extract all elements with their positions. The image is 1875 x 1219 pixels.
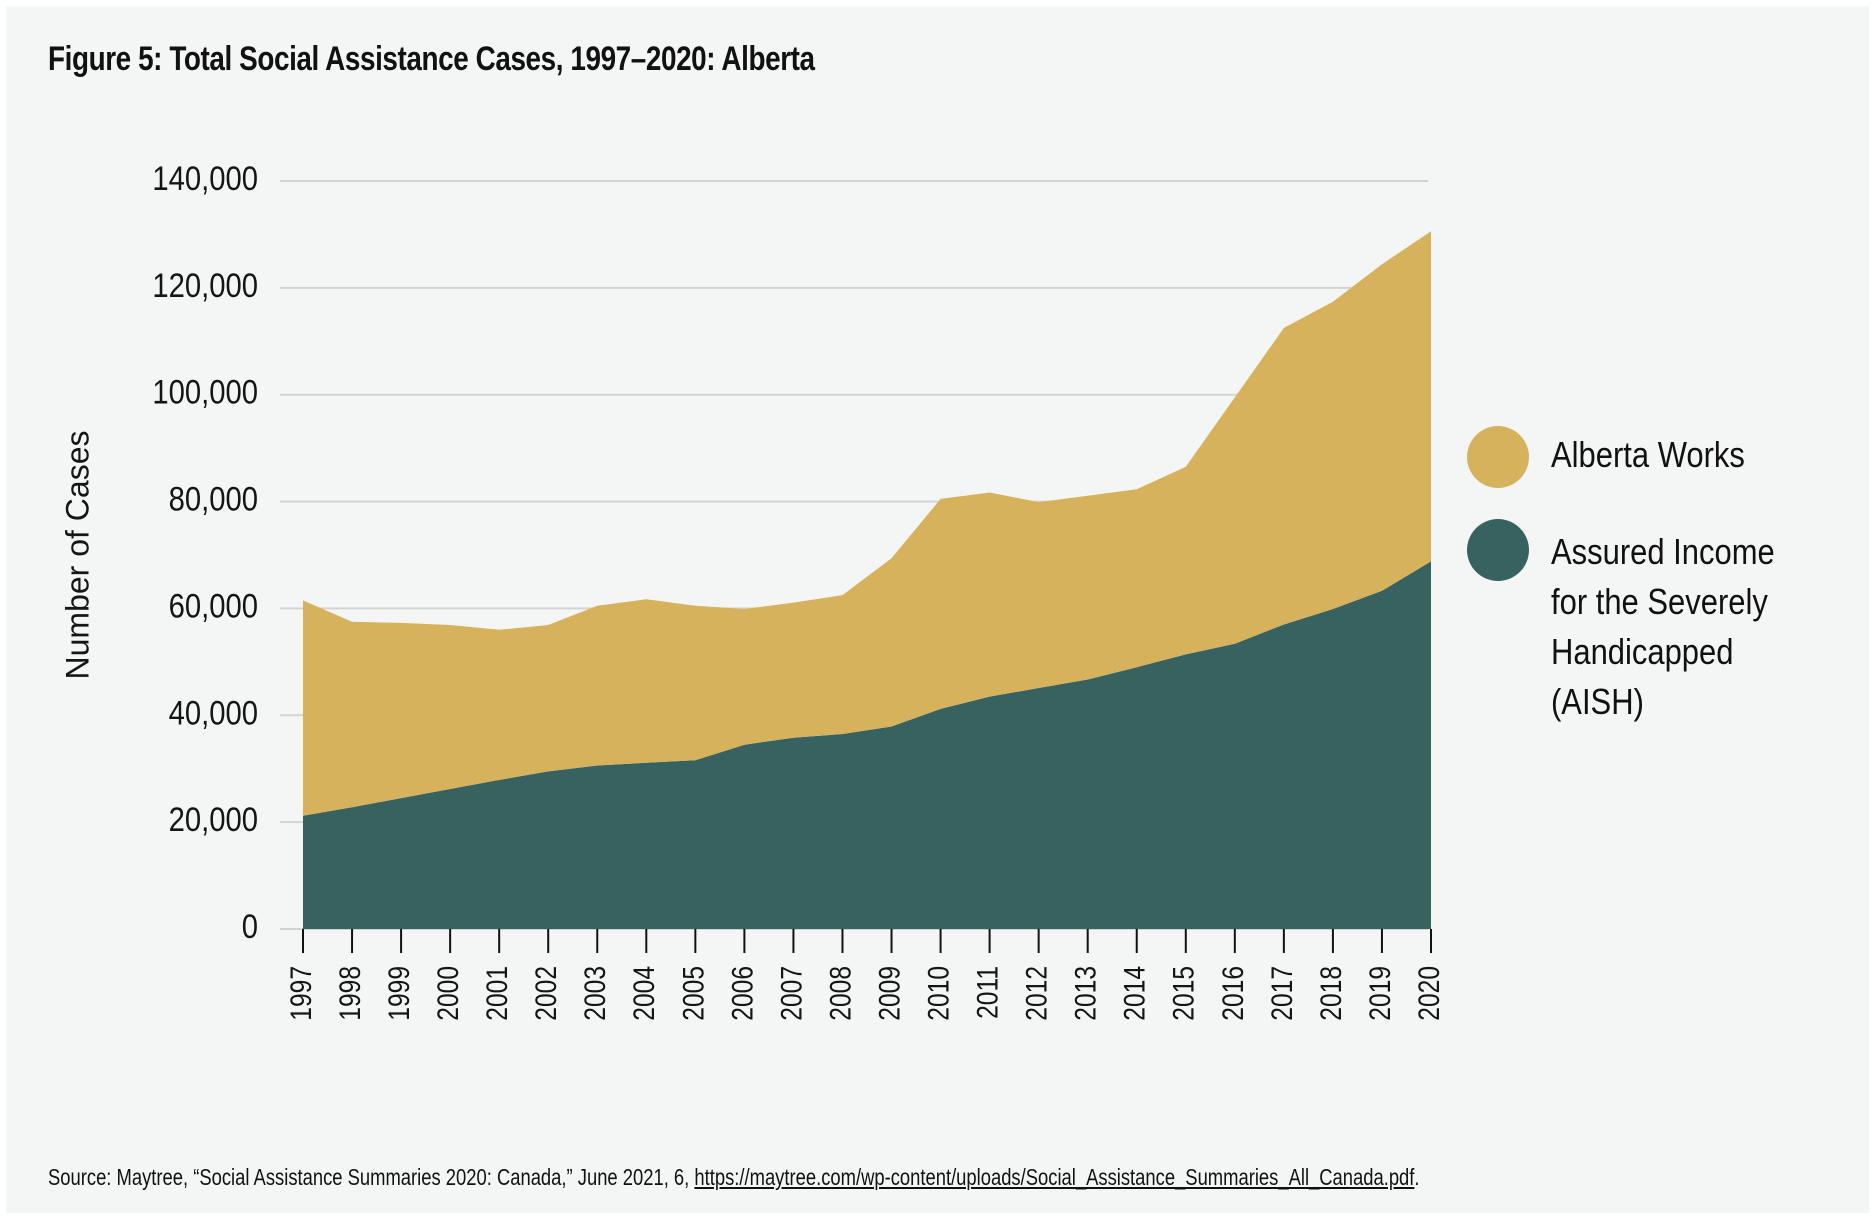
y-tick-label: 100,000 [152, 373, 258, 412]
y-tick-label: 60,000 [169, 586, 258, 625]
x-tick-label: 2006 [725, 966, 759, 1021]
x-tick-label: 2008 [823, 966, 857, 1021]
area-aish [303, 561, 1431, 929]
area-series [303, 231, 1431, 929]
x-tick-label: 2007 [774, 966, 808, 1021]
y-axis-label: Number of Cases [59, 431, 95, 680]
x-tick-label: 2004 [627, 966, 661, 1021]
x-tick-label: 2020 [1412, 966, 1446, 1021]
y-tick-label: 20,000 [169, 800, 258, 839]
x-tick-label: 1997 [284, 966, 318, 1021]
legend-item-aish: Assured Income for the Severely Handicap… [1467, 519, 1875, 727]
x-tick-label: 2015 [1166, 966, 1200, 1021]
x-tick-label: 2014 [1117, 966, 1151, 1021]
x-tick-label: 2016 [1215, 966, 1249, 1021]
x-tick-label: 2019 [1363, 966, 1397, 1021]
x-axis-ticks: 1997 1998 1999 2000 2001 2002 2003 2004 2005 2006… [284, 929, 1446, 1021]
source-link[interactable]: https://maytree.com/wp-content/uploads/S… [694, 1164, 1415, 1190]
x-tick-label: 1998 [333, 966, 367, 1021]
y-tick-label: 0 [242, 907, 258, 946]
legend-swatch-alberta-works [1467, 426, 1529, 488]
x-tick-label: 2012 [1019, 966, 1053, 1021]
y-tick-label: 120,000 [152, 266, 258, 305]
x-tick-label: 2011 [970, 966, 1004, 1019]
legend-label-alberta-works: Alberta Works [1551, 434, 1745, 475]
y-tick-label: 140,000 [152, 159, 258, 198]
source-text: Source: Maytree, “Social Assistance Summ… [48, 1164, 695, 1190]
x-tick-label: 2013 [1068, 966, 1102, 1021]
source-note: Source: Maytree, “Social Assistance Summ… [48, 1164, 1420, 1191]
area-alberta-works [303, 231, 1431, 816]
x-tick-label: 2005 [676, 966, 710, 1021]
x-tick-label: 2010 [921, 966, 955, 1021]
x-tick-label: 1999 [382, 966, 416, 1021]
y-tick-label: 40,000 [169, 693, 258, 732]
x-tick-label: 2001 [480, 966, 514, 1021]
x-tick-label: 2018 [1314, 966, 1348, 1021]
chart-title: Figure 5: Total Social Assistance Cases,… [48, 40, 815, 78]
x-tick-label: 2000 [431, 966, 465, 1021]
y-tick-label: 80,000 [169, 479, 258, 518]
legend-swatch-aish [1467, 519, 1529, 581]
x-tick-label: 2003 [578, 966, 612, 1021]
x-tick-label: 2002 [529, 966, 563, 1021]
x-tick-label: 2017 [1264, 966, 1298, 1021]
legend-label-aish: Assured Income for the Severely Handicap… [1551, 531, 1775, 722]
x-tick-label: 2009 [872, 966, 906, 1021]
y-axis-tick-labels: 0 20,000 40,000 60,000 80,000 100,000 120,000 1… [152, 159, 258, 946]
source-period: . [1414, 1164, 1420, 1190]
legend-item-alberta-works: Alberta Works [1467, 426, 1776, 488]
